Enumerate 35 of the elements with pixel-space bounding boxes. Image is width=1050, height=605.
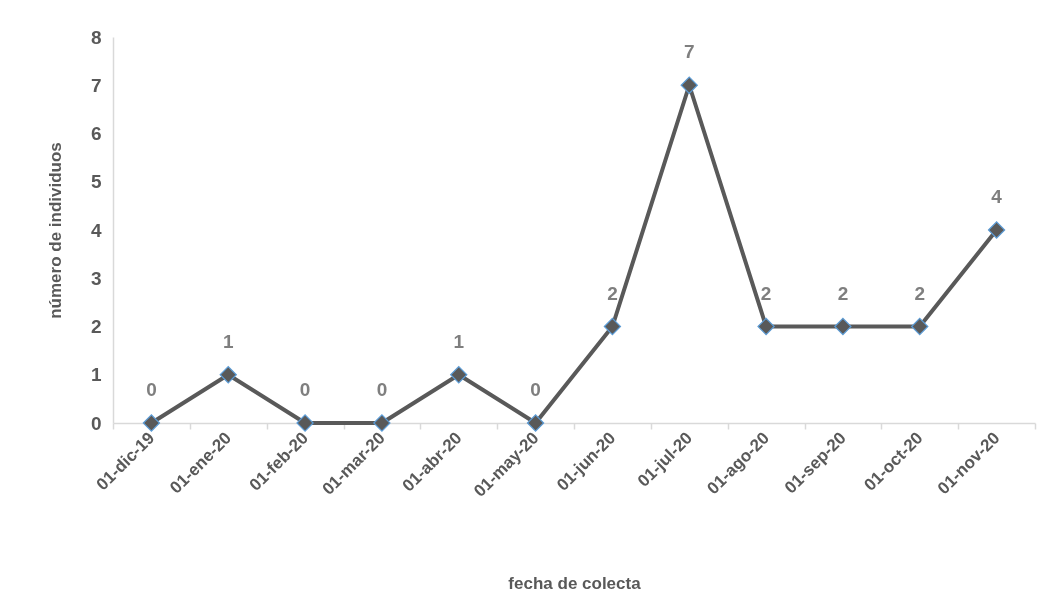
data-label: 2 — [760, 282, 772, 304]
data-label: 1 — [453, 330, 465, 352]
data-label: 0 — [376, 379, 388, 400]
point — [911, 317, 929, 336]
data-label: 0 — [530, 379, 541, 400]
y-tick-label: 8 — [90, 26, 102, 48]
point — [373, 414, 391, 432]
point — [834, 317, 852, 336]
point — [603, 317, 622, 336]
y-tick-label: 7 — [90, 74, 102, 96]
data-label: 2 — [837, 282, 849, 304]
point — [219, 366, 237, 384]
point — [142, 414, 161, 432]
x-axis-title: fecha de colecta — [508, 573, 642, 593]
point — [526, 414, 545, 432]
y-tick-label: 0 — [90, 412, 102, 434]
y-tick-label: 3 — [90, 267, 102, 289]
y-tick-label: 6 — [90, 123, 102, 144]
point — [450, 366, 468, 384]
data-label: 4 — [991, 186, 1003, 207]
y-axis-title: número de individuos — [45, 142, 65, 319]
data-label: 1 — [222, 330, 234, 352]
point — [296, 414, 314, 432]
point — [757, 317, 775, 336]
data-label: 2 — [914, 282, 926, 304]
y-tick-label: 2 — [90, 316, 102, 337]
y-tick-label: 1 — [90, 364, 102, 386]
data-label: 0 — [146, 379, 157, 400]
y-tick-label: 5 — [90, 171, 102, 193]
data-label: 0 — [299, 379, 311, 400]
data-label: 7 — [683, 41, 695, 63]
y-tick-label: 4 — [90, 219, 102, 241]
data-label: 2 — [607, 282, 618, 304]
point — [680, 76, 698, 94]
point — [987, 221, 1006, 239]
